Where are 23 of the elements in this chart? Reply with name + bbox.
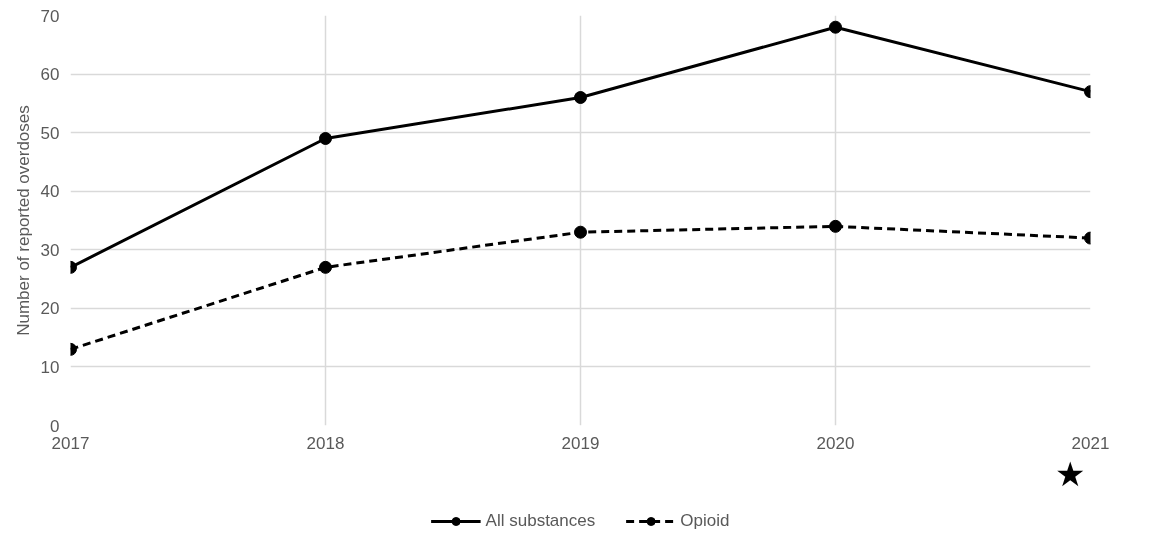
point xyxy=(319,132,332,145)
point xyxy=(319,260,332,274)
point xyxy=(829,20,842,34)
text: ★ xyxy=(1055,453,1086,494)
y-tick-label: 20 xyxy=(40,299,60,319)
y-tick-label: 0 xyxy=(50,416,60,436)
legend-label: Opioid xyxy=(680,511,730,531)
y-tick-label: 60 xyxy=(40,65,60,85)
y-tick-label: 70 xyxy=(40,6,60,26)
y-axis-title: Number of reported overdoses xyxy=(13,105,33,336)
x-tick-label: 2021 xyxy=(1071,433,1110,453)
x-tick-label: 2017 xyxy=(51,433,90,453)
y-tick-label: 40 xyxy=(40,182,60,202)
legend-label: All substances xyxy=(485,511,596,531)
point xyxy=(829,219,842,233)
y-tick-label: 30 xyxy=(40,240,60,260)
y-tick-label: 10 xyxy=(40,357,60,377)
x-tick-label: 2019 xyxy=(561,433,600,453)
x-tick-label: 2020 xyxy=(816,433,855,453)
point xyxy=(574,225,587,239)
point xyxy=(574,91,587,104)
x-tick-label: 2018 xyxy=(306,433,345,453)
y-tick-label: 50 xyxy=(40,123,60,143)
